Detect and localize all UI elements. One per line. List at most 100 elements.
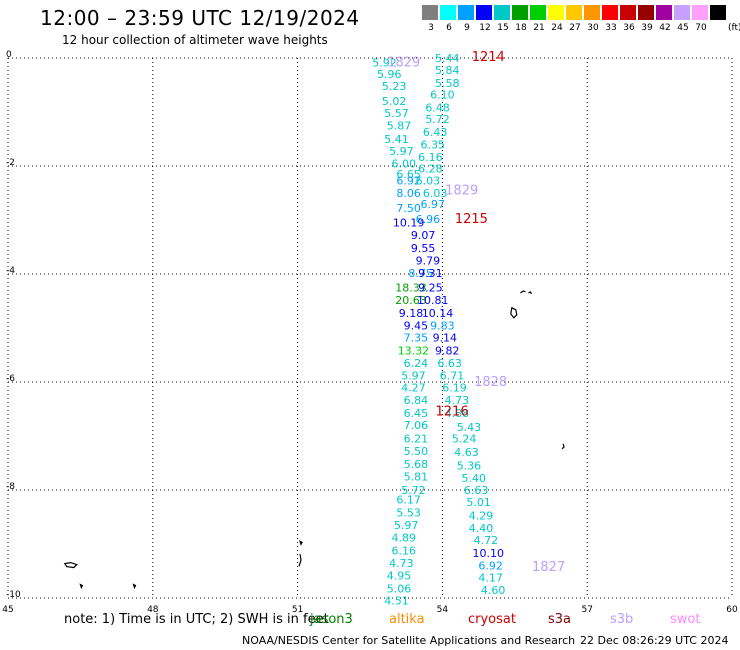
map-grid [7,57,733,599]
legend-swatch-label: 15 [497,23,509,33]
wave-height-value: 6.24 [404,357,429,370]
page-title: 12:00 – 23:59 UTC 12/19/2024 [40,6,360,30]
legend-swatch [674,5,690,20]
wave-height-value: 6.03 [423,187,448,200]
wave-height-value: 5.68 [404,458,429,471]
wave-height-value: 6.16 [418,151,443,164]
wave-height-value: 10.10 [473,547,505,560]
wave-height-value: 4.73 [389,557,414,570]
island-aldabra [63,561,78,569]
wave-height-value: 4.88 [445,407,470,420]
wave-height-value: 9.83 [430,319,455,332]
legend-swatch-label: 33 [605,23,617,33]
wave-height-value: 4.17 [478,571,503,584]
legend-swatch-label: 27 [569,23,581,33]
wave-height-value: 13.32 [398,345,430,358]
legend-swatch-label: 21 [533,23,545,33]
wave-height-value: 9.25 [418,282,443,295]
legend-swatch-label: 24 [551,23,563,33]
legend-cryosat: cryosat [468,612,516,627]
wave-height-value: 6.92 [396,175,421,188]
wave-height-value: 9.31 [418,267,443,280]
legend-swatch [494,5,510,20]
wave-height-value: 5.02 [382,95,407,108]
wave-height-value: 18.33 [395,282,427,295]
pass-time-label: 1827 [532,560,565,575]
legend-swatch [458,5,474,20]
wave-height-value: 4.51 [384,595,409,608]
legend-altika: altika [389,612,425,627]
x-tick-label: 57 [581,605,592,615]
wave-height-value: 4.73 [445,394,470,407]
wave-height-value: 6.71 [440,370,465,383]
wave-height-value: 4.89 [392,532,417,545]
legend-swatch [566,5,582,20]
wave-height-value: 5.24 [452,433,477,446]
legend-swatch-label: 30 [587,23,599,33]
wave-height-value: 6.16 [392,544,417,557]
wave-height-value: 5.23 [382,80,407,93]
color-legend-unit: (ft) [728,23,740,33]
y-tick-label: -6 [6,374,15,384]
wave-height-value: 6.96 [416,213,441,226]
wave-height-value: 6.63 [437,357,462,370]
legend-swatch-label: 39 [641,23,653,33]
islands-layer [63,290,565,590]
wave-height-value: 5.96 [377,68,402,81]
legend-s3b: s3b [610,612,634,627]
island-mahe [510,306,518,319]
wave-height-value: 5.41 [384,133,409,146]
wave-height-value: 5.44 [435,52,460,65]
legend-swatch [584,5,600,20]
wave-height-value: 20.63 [395,294,427,307]
wave-height-value: 5.43 [457,421,482,434]
wave-height-value: 7.06 [404,419,429,432]
wave-height-value: 5.97 [389,145,414,158]
pass-time-label: 1829 [387,55,420,70]
wave-height-value: 4.60 [481,584,506,597]
wave-height-value: 9.18 [399,307,424,320]
wave-height-value: 4.40 [469,522,494,535]
legend-swatch [620,5,636,20]
wave-height-value: 5.40 [462,472,487,485]
wave-height-value: 4.27 [401,381,426,394]
y-tick-label: -2 [6,158,15,168]
wave-height-value: 6.28 [418,163,443,176]
wave-height-value: 5.50 [404,445,429,458]
legend-swatch [602,5,618,20]
note-text: note: 1) Time is in UTC; 2) SWH is in fe… [64,612,329,627]
x-tick-label: 60 [726,605,738,615]
wave-height-value: 5.81 [404,471,429,484]
island-coetivy [561,443,565,450]
x-tick-label: 54 [437,605,449,615]
wave-height-value: 5.36 [457,460,482,473]
wave-height-value: 4.29 [469,509,494,522]
legend-swatch [692,5,708,20]
wave-height-value: 6.21 [404,433,429,446]
wave-height-value: 5.06 [387,582,412,595]
footer-timestamp: 22 Dec 08:26:29 UTC 2024 [580,634,729,647]
pass-time-labels: 1214 1829 1829 1215 1828 1216 1827 [387,50,565,575]
legend-s3a: s3a [548,612,572,627]
wave-height-value: 9.79 [416,255,441,268]
x-tick-label: 45 [2,605,13,615]
legend-swatch [638,5,654,20]
island-seychelles-north [520,290,532,295]
legend-swatch-label: 45 [677,23,689,33]
y-tick-label: 0 [6,50,12,60]
legend-swatch [476,5,492,20]
pass-time-label: 1215 [455,212,488,227]
pass-time-label: 1828 [474,375,507,390]
legend-swatch-label: 12 [479,23,491,33]
wave-height-value: 6.45 [404,407,429,420]
altimeter-track-layer: 5.92 5.445.84 5.96 5.58 5.23 6.10 5.02 6.48 5.57… [372,52,505,608]
wave-height-value: 6.43 [423,126,448,139]
legend-swatch [530,5,546,20]
wave-height-value: 7.50 [396,202,421,215]
legend-swatch [656,5,672,20]
legend-swatch [548,5,564,20]
legend-swatch-label: 42 [659,23,671,33]
wave-height-value: 6.10 [430,89,455,102]
wave-height-value: 9.14 [433,332,458,345]
